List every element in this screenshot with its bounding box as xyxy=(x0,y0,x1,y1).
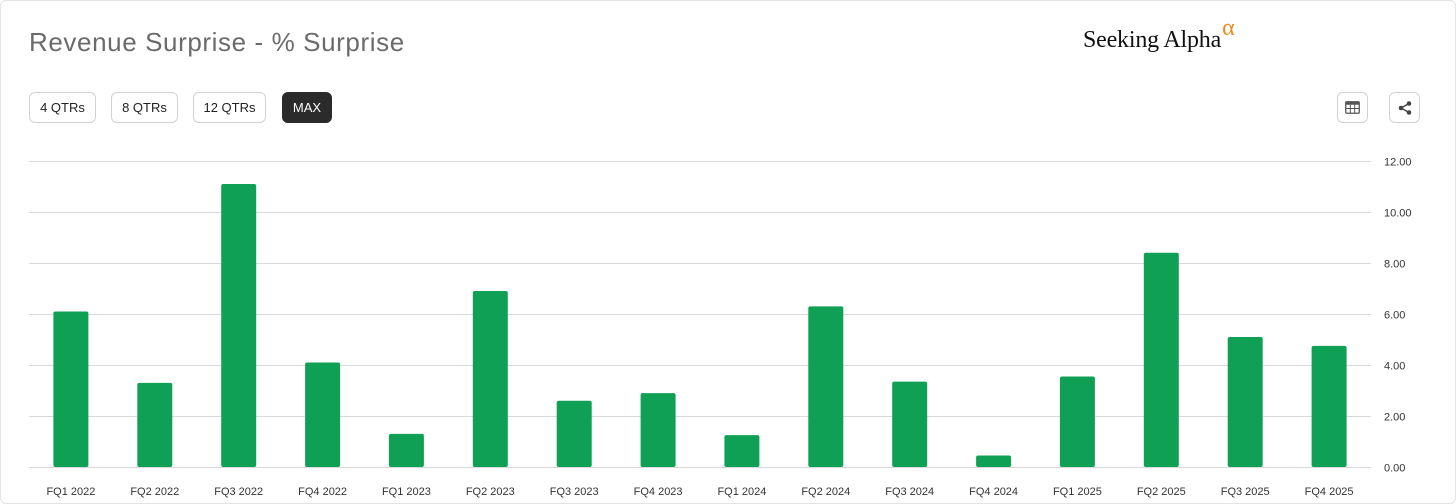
range-button-8-qtrs[interactable]: 8 QTRs xyxy=(111,92,178,123)
x-tick-label: FQ4 2023 xyxy=(634,486,683,498)
bar[interactable] xyxy=(976,455,1012,468)
x-tick-label: FQ2 2025 xyxy=(1137,486,1186,498)
y-tick-label: 4.00 xyxy=(1384,361,1405,373)
chart-title: Revenue Surprise - % Surprise xyxy=(29,27,405,57)
y-tick-label: 12.00 xyxy=(1384,157,1412,169)
bar[interactable] xyxy=(640,393,676,467)
seeking-alpha-logo: Seeking Alphaα xyxy=(1083,15,1235,54)
x-tick-label: FQ3 2023 xyxy=(550,486,599,498)
y-tick-label: 6.00 xyxy=(1384,310,1405,322)
table-view-button[interactable] xyxy=(1337,92,1368,123)
bar[interactable] xyxy=(388,433,424,467)
x-tick-label: FQ3 2025 xyxy=(1221,486,1270,498)
range-button-12-qtrs[interactable]: 12 QTRs xyxy=(193,92,266,123)
bar[interactable] xyxy=(892,381,928,467)
share-button[interactable] xyxy=(1389,92,1420,123)
x-tick-label: FQ1 2024 xyxy=(717,486,766,498)
bar[interactable] xyxy=(724,435,760,467)
x-tick-label: FQ2 2024 xyxy=(801,486,850,498)
share-icon xyxy=(1398,100,1411,115)
bar[interactable] xyxy=(808,306,844,467)
bar[interactable] xyxy=(53,311,89,468)
bar[interactable] xyxy=(1143,252,1179,467)
bar[interactable] xyxy=(305,362,341,468)
x-tick-label: FQ4 2022 xyxy=(298,486,347,498)
bar[interactable] xyxy=(221,184,257,467)
brand-name: Seeking Alpha xyxy=(1083,27,1222,53)
y-tick-label: 0.00 xyxy=(1384,463,1405,475)
table-icon xyxy=(1345,101,1360,114)
x-tick-label: FQ4 2024 xyxy=(969,486,1018,498)
x-tick-label: FQ1 2025 xyxy=(1053,486,1102,498)
x-tick-label: FQ3 2022 xyxy=(214,486,263,498)
bar[interactable] xyxy=(472,291,508,467)
bar[interactable] xyxy=(1227,337,1263,467)
alpha-mark: α xyxy=(1222,15,1235,41)
y-tick-label: 10.00 xyxy=(1384,208,1412,220)
x-tick-label: FQ3 2024 xyxy=(885,486,934,498)
range-button-max[interactable]: MAX xyxy=(282,92,332,123)
x-tick-label: FQ2 2022 xyxy=(130,486,179,498)
x-tick-label: FQ2 2023 xyxy=(466,486,515,498)
bar[interactable] xyxy=(1059,376,1095,468)
bar[interactable] xyxy=(137,382,173,467)
range-button-4-qtrs[interactable]: 4 QTRs xyxy=(29,92,96,123)
bar[interactable] xyxy=(556,400,592,467)
y-tick-label: 8.00 xyxy=(1384,259,1405,271)
x-tick-label: FQ1 2023 xyxy=(382,486,431,498)
y-tick-label: 2.00 xyxy=(1384,412,1405,424)
x-tick-label: FQ1 2022 xyxy=(46,486,95,498)
x-tick-label: FQ4 2025 xyxy=(1305,486,1354,498)
bar[interactable] xyxy=(1311,345,1347,467)
